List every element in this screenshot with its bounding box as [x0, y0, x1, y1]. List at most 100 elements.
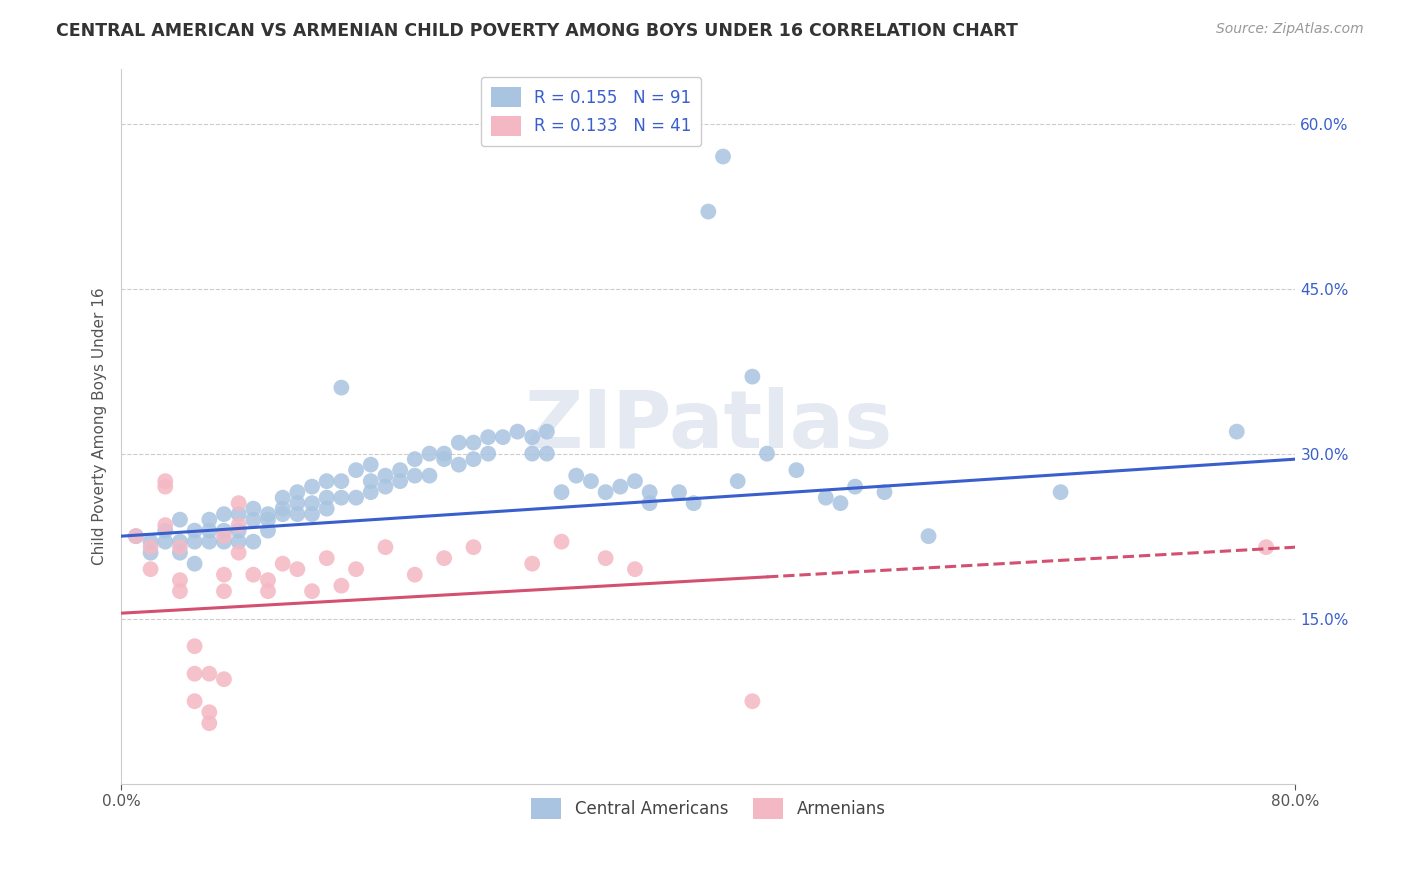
Point [285, 496, 308, 510]
Point [638, 485, 661, 500]
Y-axis label: Child Poverty Among Boys Under 16: Child Poverty Among Boys Under 16 [93, 287, 107, 565]
Point [917, 529, 939, 543]
Point [301, 496, 323, 510]
Point [638, 496, 661, 510]
Point [1226, 425, 1249, 439]
Point [522, 447, 544, 461]
Point [155, 524, 177, 538]
Point [257, 573, 280, 587]
Point [477, 430, 499, 444]
Point [183, 534, 205, 549]
Point [711, 150, 734, 164]
Point [169, 540, 191, 554]
Point [301, 480, 323, 494]
Point [242, 501, 264, 516]
Point [624, 562, 647, 576]
Point [257, 513, 280, 527]
Point [477, 447, 499, 461]
Point [1254, 540, 1277, 554]
Point [228, 534, 250, 549]
Point [212, 567, 235, 582]
Point [169, 513, 191, 527]
Point [169, 546, 191, 560]
Point [212, 534, 235, 549]
Point [301, 507, 323, 521]
Point [727, 474, 749, 488]
Point [228, 518, 250, 533]
Point [536, 425, 558, 439]
Point [169, 584, 191, 599]
Point [344, 491, 367, 505]
Point [433, 551, 456, 566]
Point [565, 468, 588, 483]
Point [183, 666, 205, 681]
Point [228, 507, 250, 521]
Point [830, 496, 852, 510]
Point [330, 491, 353, 505]
Point [522, 430, 544, 444]
Point [579, 474, 602, 488]
Point [447, 435, 470, 450]
Point [550, 534, 572, 549]
Point [463, 435, 485, 450]
Legend: Central Americans, Armenians: Central Americans, Armenians [524, 792, 891, 825]
Point [595, 551, 617, 566]
Point [212, 529, 235, 543]
Point [242, 567, 264, 582]
Point [668, 485, 690, 500]
Point [169, 573, 191, 587]
Point [271, 507, 294, 521]
Point [756, 447, 779, 461]
Point [139, 534, 162, 549]
Text: CENTRAL AMERICAN VS ARMENIAN CHILD POVERTY AMONG BOYS UNDER 16 CORRELATION CHART: CENTRAL AMERICAN VS ARMENIAN CHILD POVER… [56, 22, 1018, 40]
Point [595, 485, 617, 500]
Point [741, 694, 763, 708]
Point [155, 474, 177, 488]
Point [315, 501, 337, 516]
Point [198, 705, 221, 719]
Text: ZIPatlas: ZIPatlas [524, 387, 893, 465]
Point [506, 425, 529, 439]
Point [404, 468, 426, 483]
Point [344, 463, 367, 477]
Point [492, 430, 515, 444]
Point [212, 672, 235, 686]
Point [301, 584, 323, 599]
Point [330, 474, 353, 488]
Point [873, 485, 896, 500]
Point [389, 463, 412, 477]
Point [257, 584, 280, 599]
Point [271, 557, 294, 571]
Point [682, 496, 704, 510]
Point [330, 579, 353, 593]
Point [360, 458, 382, 472]
Point [550, 485, 572, 500]
Point [389, 474, 412, 488]
Point [155, 480, 177, 494]
Point [1049, 485, 1071, 500]
Point [212, 507, 235, 521]
Point [155, 534, 177, 549]
Text: Source: ZipAtlas.com: Source: ZipAtlas.com [1216, 22, 1364, 37]
Point [522, 557, 544, 571]
Point [183, 524, 205, 538]
Point [344, 562, 367, 576]
Point [360, 474, 382, 488]
Point [624, 474, 647, 488]
Point [125, 529, 148, 543]
Point [271, 501, 294, 516]
Point [697, 204, 720, 219]
Point [183, 557, 205, 571]
Point [536, 447, 558, 461]
Point [463, 452, 485, 467]
Point [374, 468, 396, 483]
Point [198, 716, 221, 731]
Point [228, 496, 250, 510]
Point [433, 447, 456, 461]
Point [374, 540, 396, 554]
Point [139, 540, 162, 554]
Point [374, 480, 396, 494]
Point [183, 639, 205, 653]
Point [315, 474, 337, 488]
Point [285, 507, 308, 521]
